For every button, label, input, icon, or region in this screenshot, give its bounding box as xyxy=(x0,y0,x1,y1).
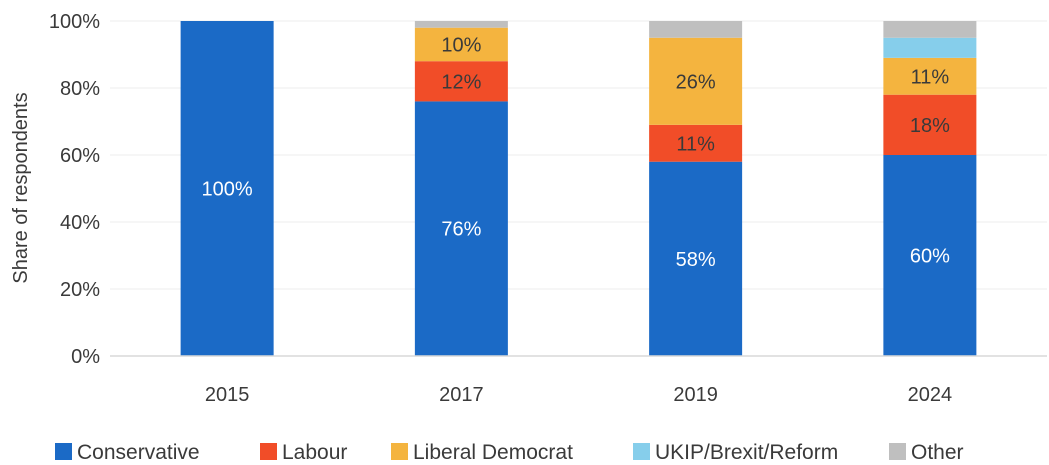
data-label-labour-2019: 11% xyxy=(676,133,715,155)
y-tick-label: 20% xyxy=(60,279,100,301)
legend-label-other: Other xyxy=(911,441,964,464)
bar-conservative-2019 xyxy=(649,161,743,356)
legend-swatch-ukip-brexit-reform xyxy=(633,443,650,460)
data-label-conservative-2015: 100% xyxy=(202,179,253,201)
y-axis-title: Share of respondents xyxy=(10,92,32,283)
legend-swatch-labour xyxy=(260,443,277,460)
data-label-liberal-democrat-2017: 10% xyxy=(441,34,481,56)
legend-swatch-conservative xyxy=(55,443,72,460)
x-axis-ticks: 2015 2017 2019 2024 xyxy=(205,384,952,406)
legend-label-ukip-brexit-reform: UKIP/Brexit/Reform xyxy=(655,441,838,464)
bar-other-2019 xyxy=(649,21,743,38)
bar-other-2017 xyxy=(414,21,508,28)
y-tick-label: 80% xyxy=(60,78,100,100)
bar-liberal-democrat-2019 xyxy=(649,37,743,125)
bar-labour-2024 xyxy=(883,94,977,155)
bar-liberal-democrat-2024 xyxy=(883,57,977,95)
bar-other-2024 xyxy=(883,21,977,38)
legend-label-liberal-democrat: Liberal Democrat xyxy=(413,441,573,464)
data-label-labour-2017: 12% xyxy=(441,71,481,93)
y-tick-label: 0% xyxy=(71,346,100,368)
y-tick-label: 60% xyxy=(60,145,100,167)
x-tick-label: 2019 xyxy=(673,384,718,406)
x-tick-label: 2015 xyxy=(205,384,250,406)
x-tick-label: 2017 xyxy=(439,384,484,406)
bar-conservative-2015 xyxy=(180,21,274,356)
legend-swatch-liberal-democrat xyxy=(391,443,408,460)
legend-label-conservative: Conservative xyxy=(77,441,200,464)
data-label-conservative-2017: 76% xyxy=(441,219,481,241)
bar-conservative-2024 xyxy=(883,155,977,356)
bar-ukip-brexit-reform-2024 xyxy=(883,37,977,58)
legend: Conservative Labour Liberal Democrat UKIP/B… xyxy=(55,441,964,464)
data-label-liberal-democrat-2024: 11% xyxy=(911,66,950,88)
y-tick-label: 40% xyxy=(60,212,100,234)
legend-swatch-other xyxy=(889,443,906,460)
data-label-conservative-2024: 60% xyxy=(910,246,950,268)
data-label-conservative-2019: 58% xyxy=(676,249,716,271)
legend-label-labour: Labour xyxy=(282,441,347,464)
data-label-labour-2024: 18% xyxy=(910,115,950,137)
y-tick-label: 100% xyxy=(49,11,100,33)
bars: 100% 76% 12% 10% 58% 11% 26% 60% 18% 11% xyxy=(180,21,977,357)
y-axis-ticks: 0% 20% 40% 60% 80% 100% xyxy=(49,11,100,368)
bar-conservative-2017 xyxy=(414,101,508,357)
bar-labour-2019 xyxy=(649,124,743,162)
data-label-liberal-democrat-2019: 26% xyxy=(676,71,716,93)
bar-liberal-democrat-2017 xyxy=(414,27,508,62)
bar-labour-2017 xyxy=(414,61,508,102)
x-tick-label: 2024 xyxy=(908,384,953,406)
